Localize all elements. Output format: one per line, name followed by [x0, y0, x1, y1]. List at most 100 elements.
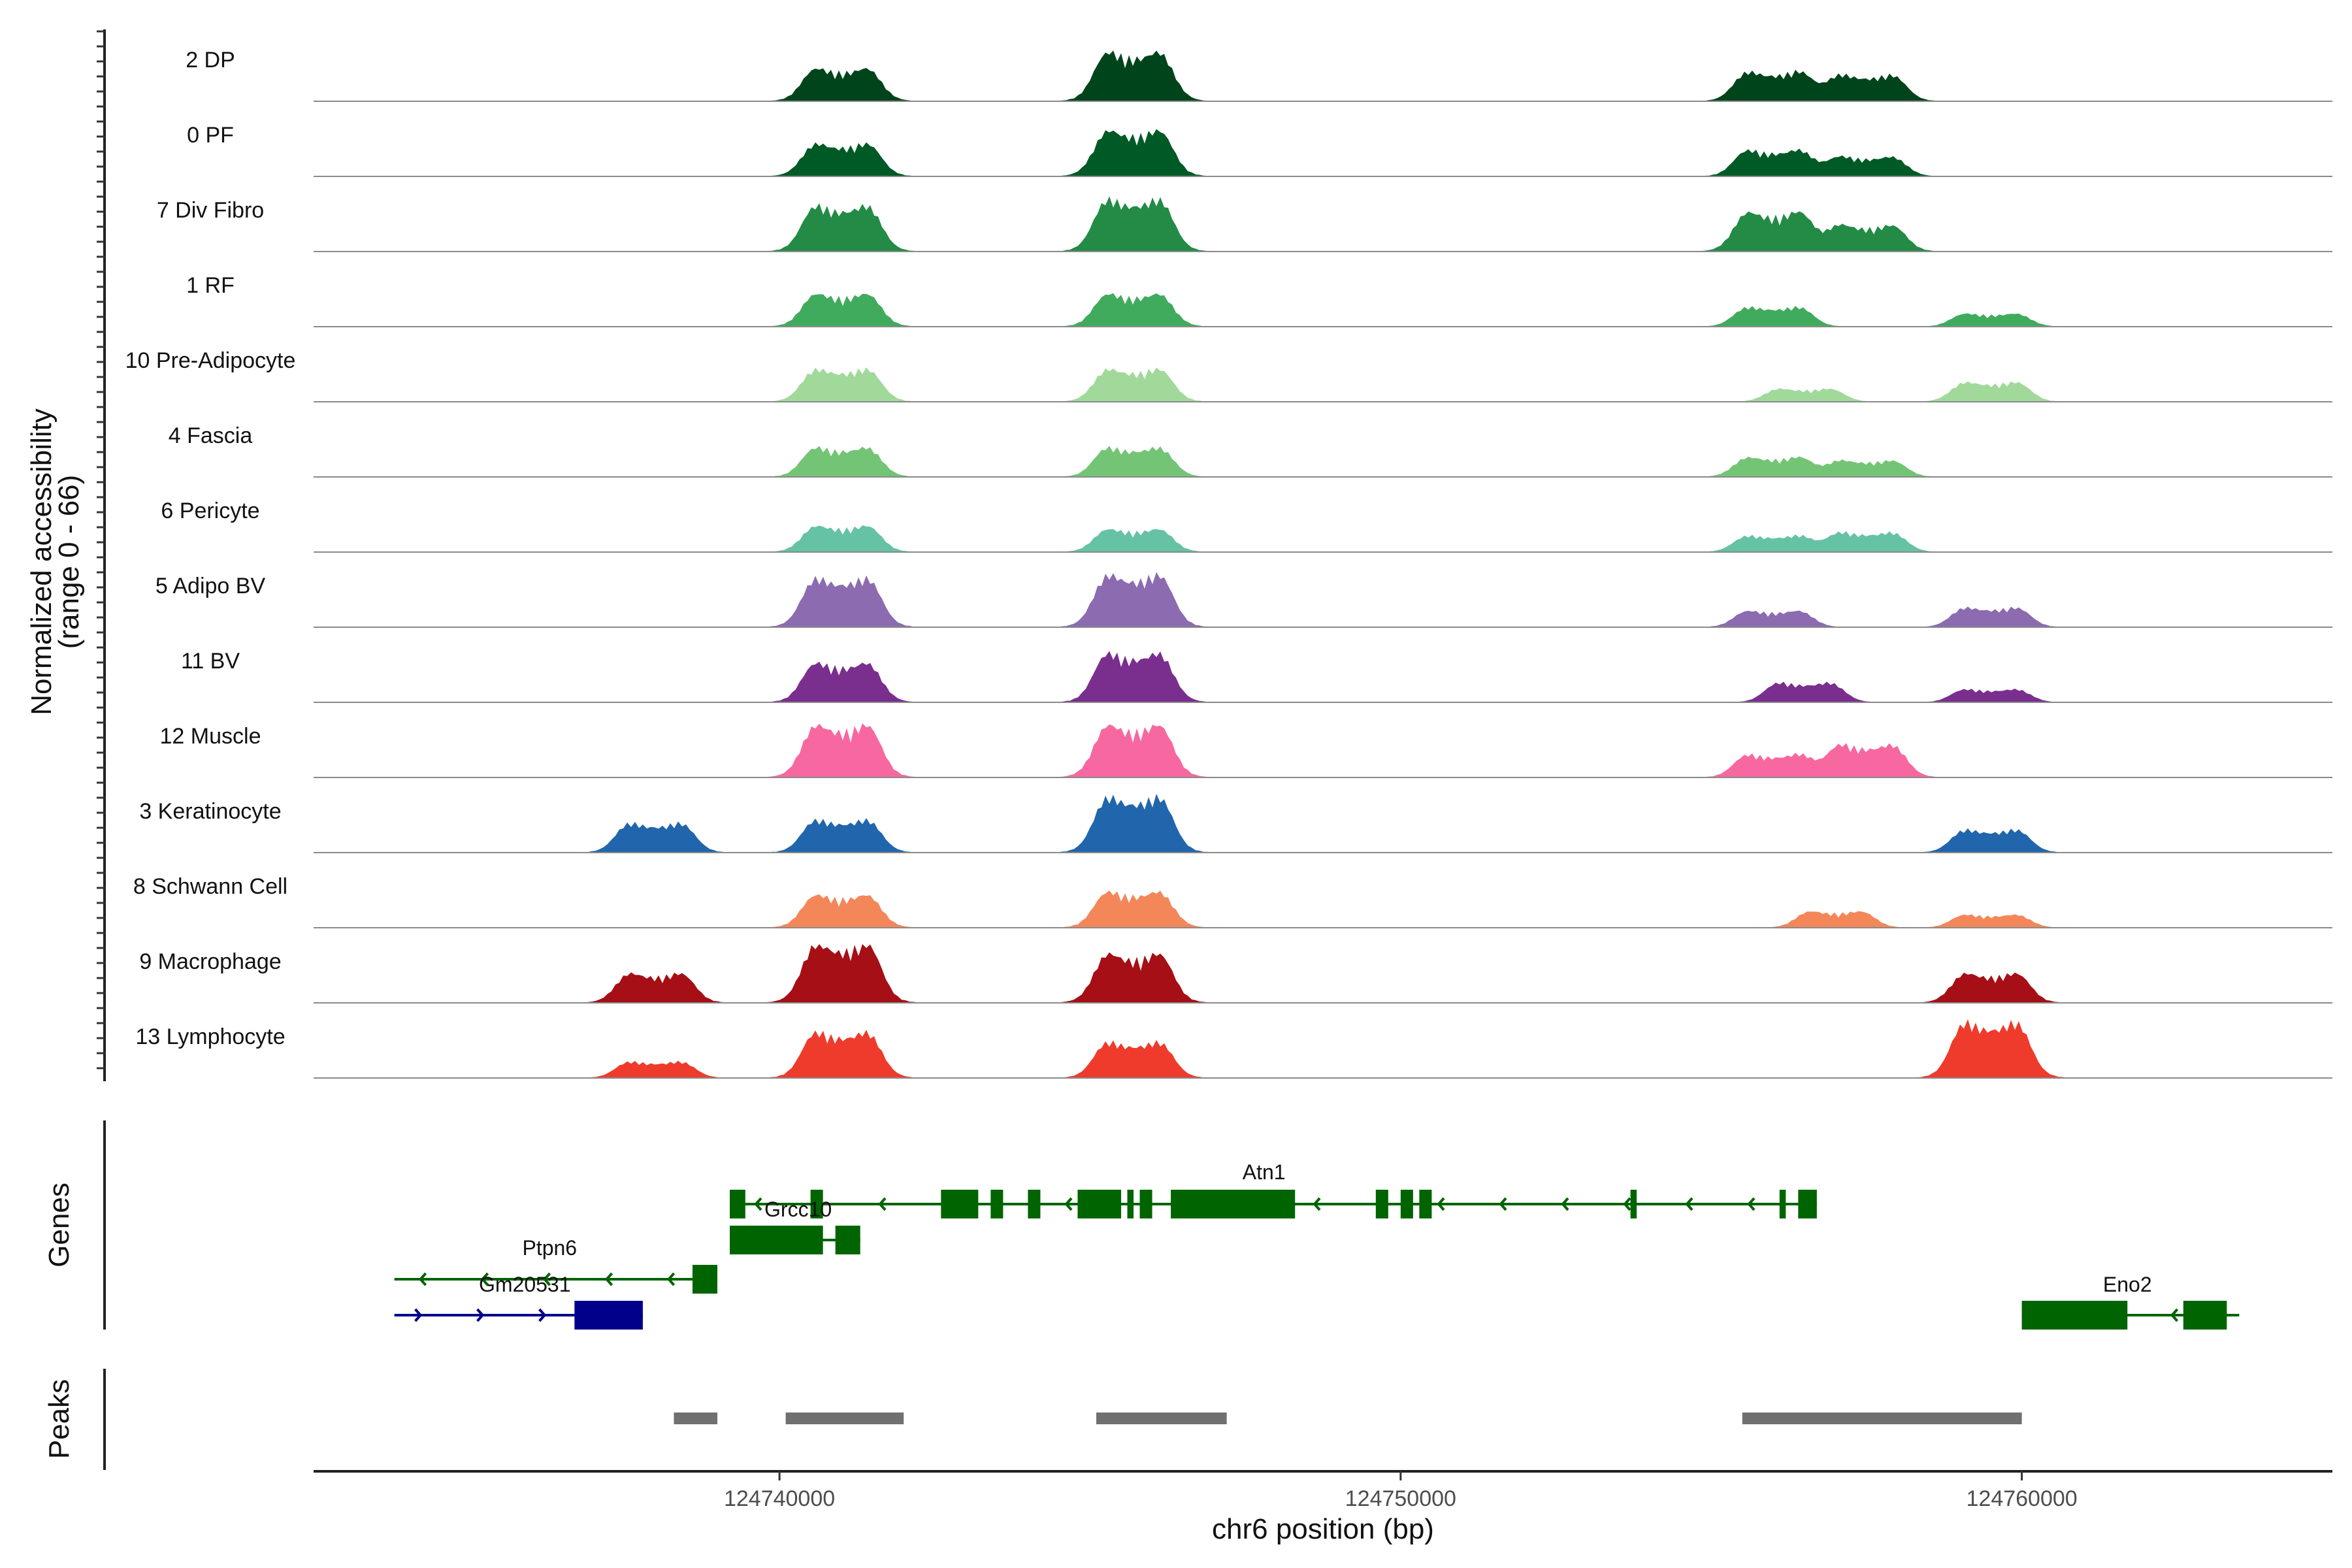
gene-exon [1375, 1190, 1388, 1218]
track-label: 2 DP [186, 48, 235, 73]
strand-arrow [604, 1272, 613, 1286]
gene-exon [1779, 1190, 1786, 1218]
coverage-area [314, 293, 2332, 327]
x-tick-label: 124750000 [1345, 1486, 1456, 1511]
gene-label: Ptpn6 [522, 1236, 577, 1260]
coverage-track: 4 Fascia [169, 423, 2332, 478]
track-label: 4 Fascia [169, 423, 253, 448]
gene-label: Gm20531 [479, 1273, 571, 1296]
peak-regions [674, 1413, 2022, 1424]
gene-exon [2021, 1301, 2128, 1330]
coverage-track: 2 DP [186, 48, 2332, 102]
gene-exon [692, 1265, 717, 1294]
track-label: 8 Schwann Cell [133, 874, 287, 899]
coverage-track: 10 Pre-Adipocyte [125, 348, 2332, 402]
peak-region [674, 1413, 717, 1424]
strand-arrow [666, 1272, 676, 1286]
coverage-tracks: 2 DP 0 PF 7 Div Fibro 1 RF 10 Pre-Adipocyte 4… [125, 48, 2332, 1079]
coverage-area [314, 1019, 2332, 1078]
strand-arrow [418, 1272, 427, 1286]
strand-arrow [1685, 1197, 1693, 1211]
gene-exon [1028, 1190, 1041, 1218]
gene-label: Atn1 [1243, 1160, 1286, 1184]
gene-exon [1139, 1190, 1152, 1218]
coverage-area [314, 50, 2332, 101]
coverage-area [314, 446, 2332, 477]
gene-model: Grcc10 [730, 1198, 860, 1254]
gene-exon [1798, 1190, 1817, 1218]
y-axis-ticks [97, 30, 105, 1070]
track-label: 0 PF [187, 123, 234, 148]
coverage-track: 8 Schwann Cell [133, 874, 2332, 928]
gene-exon [1400, 1190, 1413, 1218]
gene-label: Eno2 [2103, 1273, 2152, 1296]
coverage-area [314, 794, 2332, 853]
gene-model: Gm20531 [394, 1273, 643, 1330]
gene-model: Eno2 [2021, 1273, 2240, 1330]
strand-arrow [1437, 1197, 1445, 1211]
strand-arrow [2170, 1308, 2179, 1322]
coverage-track: 0 PF [187, 123, 2332, 177]
strand-arrow [1561, 1197, 1569, 1211]
x-axis: 124740000 124750000 124760000 chr6 positio… [314, 1470, 2332, 1545]
gene-exon [835, 1226, 860, 1254]
y-axis-range: (range 0 - 66) [53, 475, 85, 649]
genes-panel: Genes Atn1 Grcc10 Ptpn6 Gm20531 Eno2 [43, 1120, 2240, 1330]
coverage-track: 5 Adipo BV [155, 572, 2332, 628]
strand-arrow [476, 1308, 485, 1322]
gene-model: Ptpn6 [394, 1236, 717, 1294]
x-axis-title: chr6 position (bp) [1212, 1513, 1434, 1545]
track-label: 1 RF [186, 273, 235, 298]
coverage-track: 13 Lymphocyte [135, 1019, 2332, 1079]
coverage-area [314, 129, 2332, 176]
gene-exon [941, 1190, 979, 1218]
gene-exon [990, 1190, 1004, 1218]
gene-exon [1630, 1190, 1637, 1218]
coverage-track: 7 Div Fibro [157, 196, 2332, 252]
strand-arrow [1747, 1197, 1756, 1211]
track-label: 3 Keratinocyte [139, 799, 281, 824]
strand-arrow [542, 1272, 551, 1286]
track-label: 13 Lymphocyte [135, 1024, 285, 1049]
coverage-area [314, 572, 2332, 627]
track-label: 10 Pre-Adipocyte [125, 348, 296, 373]
coverage-area [314, 723, 2332, 777]
gene-exon [810, 1190, 823, 1218]
gene-exon [2183, 1301, 2227, 1330]
gene-label: Grcc10 [764, 1198, 832, 1221]
track-label: 6 Pericyte [161, 498, 259, 523]
peak-region [1096, 1413, 1227, 1424]
track-label: 9 Macrophage [139, 949, 281, 974]
track-label: 5 Adipo BV [155, 574, 266, 598]
strand-arrow [754, 1197, 762, 1211]
coverage-track: 12 Muscle [160, 723, 2332, 778]
strand-arrow [1313, 1197, 1321, 1211]
gene-exon [574, 1301, 643, 1330]
strand-arrow [414, 1308, 423, 1322]
coverage-track: 1 RF [186, 273, 2332, 327]
strand-arrow [1499, 1197, 1507, 1211]
gene-exon [1077, 1190, 1121, 1218]
y-axis-title-group: Normalized accessibility (range 0 - 66) [25, 408, 85, 715]
peak-region [1742, 1413, 2022, 1424]
coverage-area [314, 944, 2332, 1003]
coverage-area [314, 367, 2332, 402]
strand-arrow [1064, 1197, 1073, 1211]
gene-exon [730, 1190, 745, 1218]
strand-arrow [1623, 1197, 1631, 1211]
x-axis-ticks: 124740000 124750000 124760000 [724, 1471, 2078, 1511]
coverage-track: 6 Pericyte [161, 498, 2332, 553]
strand-arrow [480, 1272, 489, 1286]
gene-model: Atn1 [730, 1160, 1817, 1218]
peaks-panel: Peaks [43, 1369, 2022, 1470]
gene-exon [730, 1226, 823, 1254]
coverage-area [314, 525, 2332, 552]
gene-exon [1419, 1190, 1432, 1218]
coverage-track: 9 Macrophage [139, 944, 2332, 1004]
track-label: 11 BV [181, 649, 240, 674]
gene-exon [1127, 1190, 1134, 1218]
peak-region [785, 1413, 904, 1424]
y-axis-title: Normalized accessibility [25, 408, 57, 715]
track-label: 7 Div Fibro [157, 198, 264, 223]
